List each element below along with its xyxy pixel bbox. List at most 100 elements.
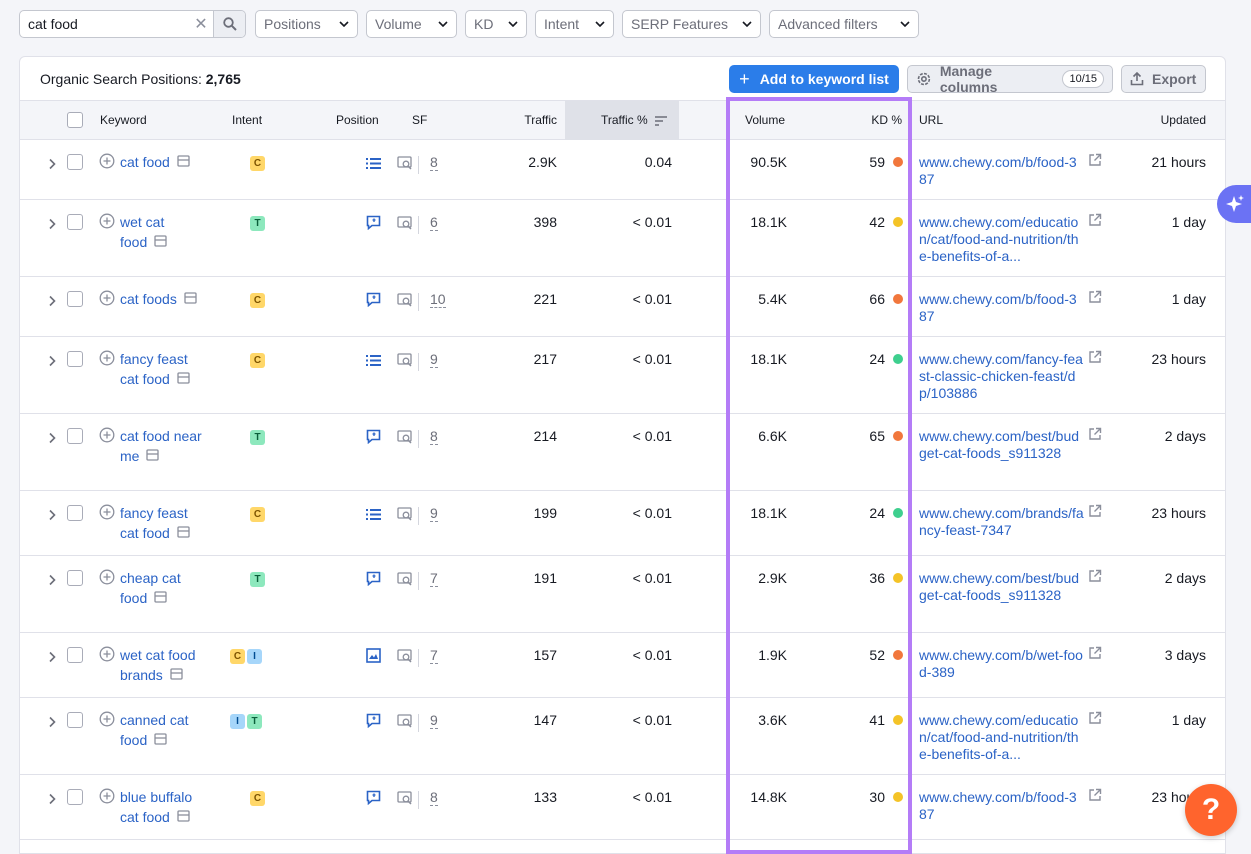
add-keyword-icon[interactable] (99, 290, 115, 311)
view-serp-icon[interactable] (397, 713, 413, 733)
add-keyword-icon[interactable] (99, 711, 115, 732)
external-link-icon[interactable] (1088, 349, 1102, 369)
expand-row-chevron-icon[interactable] (48, 648, 56, 668)
list-icon[interactable] (366, 506, 381, 526)
feature-snippet-icon[interactable] (366, 429, 381, 449)
expand-row-chevron-icon[interactable] (48, 429, 56, 449)
ranking-url-link[interactable]: www.chewy.com/best/budget-cat-foods_s911… (919, 428, 1080, 461)
external-link-icon[interactable] (1088, 152, 1102, 172)
keyword-link[interactable]: cheap cat food (120, 568, 200, 609)
col-kd[interactable]: KD % (871, 113, 902, 127)
search-button[interactable] (213, 11, 245, 37)
add-keyword-icon[interactable] (99, 427, 115, 448)
keyword-link[interactable]: cat food (120, 152, 230, 173)
serp-features-count[interactable]: 9 (430, 710, 438, 730)
view-serp-icon[interactable] (397, 215, 413, 235)
serp-features-count[interactable]: 8 (430, 426, 438, 446)
expand-row-chevron-icon[interactable] (48, 155, 56, 175)
ranking-url-link[interactable]: www.chewy.com/b/food-387 (919, 291, 1077, 324)
external-link-icon[interactable] (1088, 568, 1102, 588)
export-button[interactable]: Export (1121, 65, 1206, 93)
view-serp-icon[interactable] (397, 648, 413, 668)
feature-snippet-icon[interactable] (366, 571, 381, 591)
external-link-icon[interactable] (1088, 212, 1102, 232)
col-intent[interactable]: Intent (232, 113, 263, 127)
add-keyword-icon[interactable] (99, 646, 115, 667)
col-traffic[interactable]: Traffic (524, 113, 557, 127)
add-to-keyword-list-button[interactable]: + Add to keyword list (729, 65, 899, 93)
ranking-url-link[interactable]: www.chewy.com/education/cat/food-and-nut… (919, 712, 1079, 762)
row-checkbox[interactable] (67, 351, 83, 367)
add-keyword-icon[interactable] (99, 504, 115, 525)
list-icon[interactable] (366, 155, 381, 175)
expand-row-chevron-icon[interactable] (48, 506, 56, 526)
keyword-link[interactable]: cat food near me (120, 426, 220, 467)
col-updated[interactable]: Updated (1160, 113, 1206, 127)
volume-filter[interactable]: Volume (366, 10, 457, 38)
col-keyword[interactable]: Keyword (100, 113, 147, 127)
expand-row-chevron-icon[interactable] (48, 292, 56, 312)
external-link-icon[interactable] (1088, 426, 1102, 446)
keyword-link[interactable]: blue buffalo cat food (120, 787, 210, 828)
keyword-link[interactable]: cat foods (120, 289, 230, 310)
row-checkbox[interactable] (67, 647, 83, 663)
row-checkbox[interactable] (67, 505, 83, 521)
external-link-icon[interactable] (1088, 787, 1102, 807)
add-keyword-icon[interactable] (99, 350, 115, 371)
ai-assistant-button[interactable] (1217, 185, 1251, 223)
serp-snapshot-icon[interactable] (146, 446, 159, 466)
row-checkbox[interactable] (67, 291, 83, 307)
add-keyword-icon[interactable] (99, 213, 115, 234)
row-checkbox[interactable] (67, 712, 83, 728)
feature-snippet-icon[interactable] (366, 215, 381, 235)
row-checkbox[interactable] (67, 428, 83, 444)
col-volume[interactable]: Volume (745, 113, 786, 127)
external-link-icon[interactable] (1088, 645, 1102, 665)
feature-snippet-icon[interactable] (366, 790, 381, 810)
ranking-url-link[interactable]: www.chewy.com/education/cat/food-and-nut… (919, 214, 1079, 264)
select-all-checkbox[interactable] (67, 112, 83, 128)
col-sf[interactable]: SF (412, 113, 428, 127)
manage-columns-button[interactable]: Manage columns 10/15 (907, 63, 1113, 95)
intent-filter[interactable]: Intent (535, 10, 614, 38)
serp-snapshot-icon[interactable] (154, 588, 167, 608)
add-keyword-icon[interactable] (99, 788, 115, 809)
expand-row-chevron-icon[interactable] (48, 571, 56, 591)
serp-features-count[interactable]: 9 (430, 503, 438, 523)
feature-snippet-icon[interactable] (366, 292, 381, 312)
add-keyword-icon[interactable] (99, 153, 115, 174)
row-checkbox[interactable] (67, 214, 83, 230)
row-checkbox[interactable] (67, 154, 83, 170)
keyword-link[interactable]: wet cat food (120, 212, 180, 253)
serp-snapshot-icon[interactable] (177, 152, 190, 172)
ranking-url-link[interactable]: www.chewy.com/b/food-387 (919, 154, 1077, 187)
serp-snapshot-icon[interactable] (154, 730, 167, 750)
serp-features-count[interactable]: 8 (430, 152, 438, 172)
help-button[interactable]: ? (1185, 784, 1237, 836)
serp-features-count[interactable]: 8 (430, 787, 438, 807)
view-serp-icon[interactable] (397, 571, 413, 591)
serp-features-count[interactable]: 10 (430, 289, 446, 309)
feature-snippet-icon[interactable] (366, 713, 381, 733)
image-pack-icon[interactable] (366, 648, 381, 668)
view-serp-icon[interactable] (397, 429, 413, 449)
positions-filter[interactable]: Positions (255, 10, 358, 38)
expand-row-chevron-icon[interactable] (48, 790, 56, 810)
advanced-filters[interactable]: Advanced filters (769, 10, 919, 38)
ranking-url-link[interactable]: www.chewy.com/best/budget-cat-foods_s911… (919, 570, 1080, 603)
view-serp-icon[interactable] (397, 506, 413, 526)
row-checkbox[interactable] (67, 570, 83, 586)
view-serp-icon[interactable] (397, 155, 413, 175)
serp-snapshot-icon[interactable] (177, 523, 190, 543)
serp-features-filter[interactable]: SERP Features (622, 10, 761, 38)
kd-filter[interactable]: KD (465, 10, 527, 38)
serp-snapshot-icon[interactable] (177, 807, 190, 827)
expand-row-chevron-icon[interactable] (48, 352, 56, 372)
col-traffic-pct[interactable]: Traffic % (565, 101, 679, 140)
keyword-link[interactable]: wet cat food brands (120, 645, 220, 686)
view-serp-icon[interactable] (397, 292, 413, 312)
col-position[interactable]: Position (336, 113, 379, 127)
row-checkbox[interactable] (67, 789, 83, 805)
external-link-icon[interactable] (1088, 503, 1102, 523)
view-serp-icon[interactable] (397, 352, 413, 372)
